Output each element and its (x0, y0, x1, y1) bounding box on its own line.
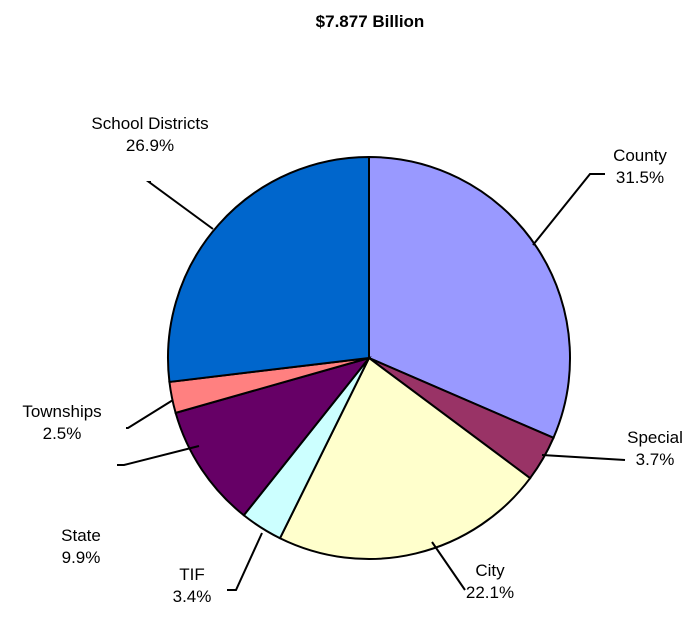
slice-label-value: 31.5% (616, 168, 664, 187)
slice-label-name: TIF (179, 565, 205, 584)
leader-line-city (431, 541, 466, 591)
slice-label-city: City 22.1% (466, 561, 514, 602)
slice-label-townships: Townships 2.5% (22, 402, 101, 443)
slice-label-tif: TIF 3.4% (173, 565, 212, 606)
leader-line-state (117, 445, 200, 466)
slice-school-districts (167, 155, 370, 384)
slice-label-value: 3.4% (173, 587, 212, 606)
leader-line-county (532, 173, 605, 246)
slice-label-name: Special (627, 428, 683, 447)
leader-line-school-districts (145, 181, 214, 230)
slice-label-name: School Districts (91, 114, 208, 133)
slice-label-name: City (475, 561, 505, 580)
slice-city (278, 356, 532, 560)
leader-line-special (541, 454, 626, 461)
slice-label-name: Townships (22, 402, 101, 421)
slice-label-county: County 31.5% (613, 146, 667, 187)
leader-line-tif (227, 532, 263, 591)
slice-county (368, 155, 572, 440)
slice-labels: County 31.5% Special 3.7% City 22.1% TIF 3.4% St… (22, 114, 683, 606)
leader-line-townships (126, 399, 174, 429)
slice-label-value: 3.7% (636, 450, 675, 469)
pie-slices (167, 155, 572, 560)
slice-label-value: 2.5% (43, 424, 82, 443)
slice-state (174, 356, 372, 517)
slice-label-value: 9.9% (62, 548, 101, 567)
leader-lines (117, 173, 626, 591)
chart-title: $7.877 Billion (316, 12, 425, 31)
slice-label-value: 26.9% (126, 136, 174, 155)
slice-label-name: State (61, 526, 101, 545)
slice-label-value: 22.1% (466, 583, 514, 602)
slice-label-name: County (613, 146, 667, 165)
slice-label-school-districts: School Districts 26.9% (91, 114, 208, 155)
slice-label-state: State 9.9% (61, 526, 101, 567)
slice-label-special: Special 3.7% (627, 428, 683, 469)
